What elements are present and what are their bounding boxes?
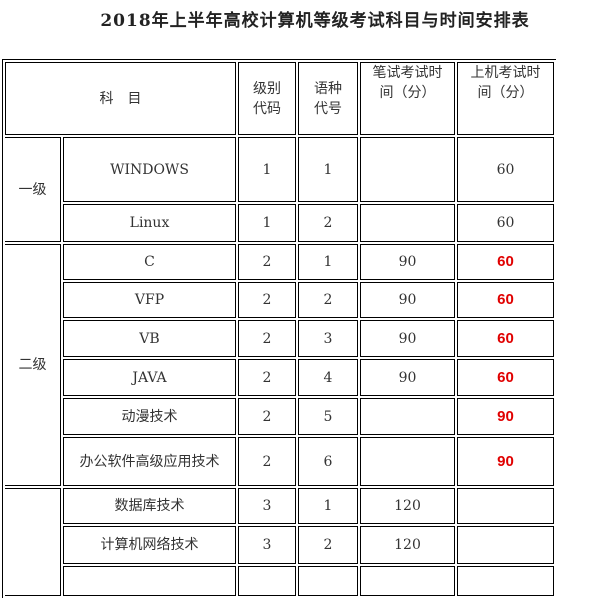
computer-time-cell: 60 (457, 244, 554, 280)
table-row: 办公软件高级应用技术 2 6 90 (5, 437, 554, 486)
subject-cell: Linux (63, 204, 236, 242)
lang-code-cell (298, 566, 358, 596)
level-name: 二级 (5, 244, 61, 486)
subject-cell: VFP (63, 282, 236, 318)
lang-code-cell: 3 (298, 320, 358, 357)
computer-time-cell (457, 566, 554, 596)
table-row: VFP 2 2 90 60 (5, 282, 554, 318)
header-lang-code: 语种代号 (298, 62, 358, 135)
level-code-cell: 2 (238, 244, 296, 280)
computer-time-cell: 60 (457, 282, 554, 318)
subject-cell: C (63, 244, 236, 280)
lang-code-cell: 1 (298, 137, 358, 202)
level-code-cell: 3 (238, 488, 296, 524)
written-time-cell (360, 437, 455, 486)
written-time-cell: 120 (360, 526, 455, 564)
lang-code-cell: 6 (298, 437, 358, 486)
lang-code-cell: 1 (298, 244, 358, 280)
level-code-cell: 2 (238, 437, 296, 486)
computer-time-cell: 60 (457, 320, 554, 357)
written-time-cell: 120 (360, 488, 455, 524)
level-code-cell: 2 (238, 398, 296, 435)
lang-code-cell: 4 (298, 359, 358, 396)
level-code-cell: 2 (238, 320, 296, 357)
computer-time-cell: 60 (457, 204, 554, 242)
written-time-cell: 90 (360, 282, 455, 318)
header-written-time: 笔试考试时间（分） (360, 62, 455, 135)
table-row: Linux 1 2 60 (5, 204, 554, 242)
written-time-cell: 90 (360, 244, 455, 280)
subject-cell (63, 566, 236, 596)
computer-time-cell: 60 (457, 359, 554, 396)
level-code-cell: 1 (238, 137, 296, 202)
written-time-cell (360, 137, 455, 202)
lang-code-cell: 2 (298, 282, 358, 318)
lang-code-cell: 5 (298, 398, 358, 435)
level-name: 一级 (5, 137, 61, 242)
header-level-code: 级别代码 (238, 62, 296, 135)
subject-cell: 动漫技术 (63, 398, 236, 435)
level-code-cell: 2 (238, 282, 296, 318)
subject-cell: 办公软件高级应用技术 (63, 437, 236, 486)
level-code-cell: 1 (238, 204, 296, 242)
subject-cell: VB (63, 320, 236, 357)
table-row: 动漫技术 2 5 90 (5, 398, 554, 435)
computer-time-cell (457, 488, 554, 524)
lang-code-cell: 1 (298, 488, 358, 524)
table-row: 二级 C 2 1 90 60 (5, 244, 554, 486)
table-row: 一级 WINDOWS 1 1 60 (5, 137, 554, 242)
subject-cell: 数据库技术 (63, 488, 236, 524)
subject-cell: JAVA (63, 359, 236, 396)
table-row: JAVA 2 4 90 60 (5, 359, 554, 396)
computer-time-cell: 90 (457, 437, 554, 486)
level-code-cell: 3 (238, 526, 296, 564)
header-computer-time: 上机考试时间（分） (457, 62, 554, 135)
level-code-cell: 2 (238, 359, 296, 396)
level-name (5, 488, 61, 596)
written-time-cell: 90 (360, 359, 455, 396)
header-row: 科 目 级别代码 语种代号 笔试考试时间（分） 上机考试时间（分） (5, 62, 554, 135)
table-row: VB 2 3 90 60 (5, 320, 554, 357)
lang-code-cell: 2 (298, 526, 358, 564)
computer-time-cell (457, 526, 554, 564)
subject-cell: WINDOWS (63, 137, 236, 202)
written-time-cell (360, 398, 455, 435)
schedule-table: 科 目 级别代码 语种代号 笔试考试时间（分） 上机考试时间（分） 一级 WIND… (2, 59, 556, 598)
computer-time-cell: 60 (457, 137, 554, 202)
table-row: 数据库技术 3 1 120 (5, 488, 554, 596)
table-row: 计算机网络技术 3 2 120 (5, 526, 554, 564)
computer-time-cell: 90 (457, 398, 554, 435)
header-subject: 科 目 (5, 62, 236, 135)
level-code-cell (238, 566, 296, 596)
subject-cell: 计算机网络技术 (63, 526, 236, 564)
table-row (5, 566, 554, 596)
page-title: 2018年上半年高校计算机等级考试科目与时间安排表 (100, 11, 530, 31)
written-time-cell (360, 204, 455, 242)
written-time-cell (360, 566, 455, 596)
lang-code-cell: 2 (298, 204, 358, 242)
written-time-cell: 90 (360, 320, 455, 357)
